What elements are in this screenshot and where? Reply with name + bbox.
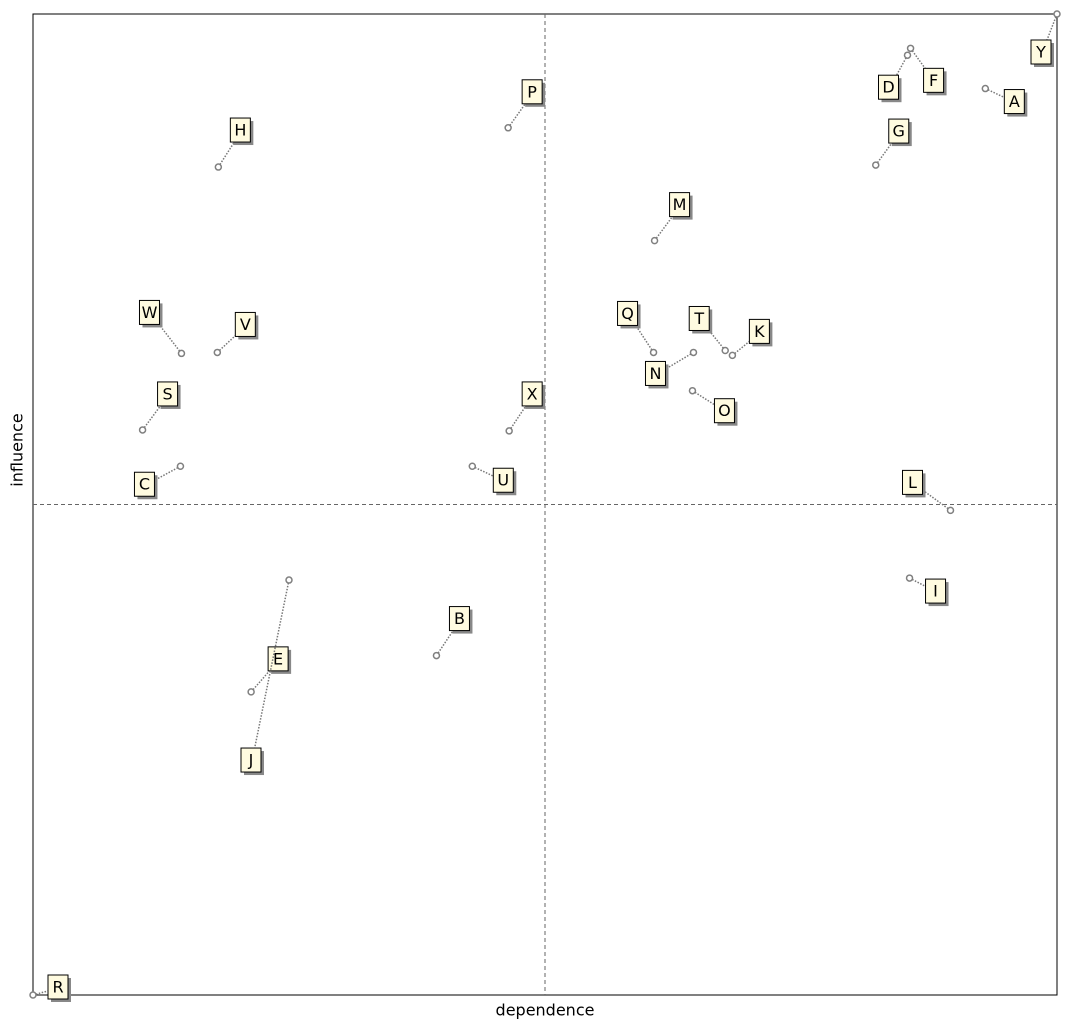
point: [176, 462, 185, 470]
point-label: T: [693, 309, 704, 328]
point: [721, 346, 729, 355]
point-label: C: [139, 475, 150, 494]
label-box: [688, 305, 710, 331]
connector: [692, 390, 726, 413]
point: [468, 462, 477, 470]
point: [728, 351, 737, 360]
point-label: W: [142, 303, 158, 322]
connector: [217, 130, 242, 168]
label-box: [644, 360, 666, 386]
label-box: [902, 469, 924, 495]
point: [285, 576, 293, 584]
point-label: L: [908, 473, 917, 492]
label-box: [229, 117, 251, 143]
label-box: [925, 578, 947, 604]
label-box: [133, 471, 155, 497]
point: [138, 426, 147, 434]
label-box: [492, 467, 514, 493]
point-label: N: [649, 364, 661, 383]
point: [946, 506, 955, 515]
point: [505, 427, 513, 435]
label-box: [888, 118, 910, 144]
point-label: G: [893, 122, 905, 141]
x-axis-label: dependence: [496, 1001, 595, 1020]
point-label: I: [933, 582, 938, 601]
point-label: V: [240, 315, 251, 334]
point-label: X: [527, 384, 538, 403]
point: [432, 651, 441, 660]
point-label: P: [527, 82, 537, 101]
point-label: U: [497, 471, 509, 490]
point: [504, 124, 512, 132]
point: [214, 163, 223, 171]
label-box: [1030, 39, 1052, 65]
point: [905, 574, 914, 582]
label-box: [923, 67, 945, 93]
point-label: Q: [621, 304, 634, 323]
point-label: D: [882, 78, 894, 97]
point-label: S: [162, 384, 172, 403]
point: [872, 161, 880, 169]
label-box: [521, 79, 543, 105]
label-box: [748, 318, 770, 344]
label-box: [877, 74, 899, 100]
point-label: A: [1009, 92, 1020, 111]
label-box: [713, 398, 735, 424]
connector: [507, 92, 534, 129]
label-box: [617, 300, 639, 326]
point-label: J: [248, 751, 254, 770]
point: [213, 348, 222, 357]
label-box: [240, 747, 262, 773]
point-label: E: [273, 649, 283, 668]
point: [688, 386, 697, 395]
y-axis-label: influence: [8, 413, 27, 486]
label-box: [521, 381, 543, 407]
point: [649, 348, 658, 357]
point-label: K: [754, 322, 765, 341]
point-label: O: [718, 401, 731, 420]
point-label: F: [929, 71, 938, 90]
point: [903, 51, 912, 59]
label-box: [157, 381, 179, 407]
point-label: B: [454, 609, 465, 628]
point: [981, 84, 990, 93]
point: [689, 348, 698, 357]
label-box: [267, 646, 289, 672]
label-box: [138, 299, 160, 325]
point-label: M: [673, 195, 687, 214]
point: [247, 688, 255, 696]
connector: [251, 579, 290, 762]
point-label: H: [234, 121, 246, 140]
connector: [656, 351, 694, 376]
label-box: [47, 974, 69, 1000]
label-box: [1003, 89, 1025, 115]
label-box: [669, 192, 691, 218]
point: [177, 349, 186, 358]
point: [650, 236, 659, 245]
point: [906, 44, 915, 53]
connector: [250, 659, 280, 693]
point: [29, 991, 37, 999]
point: [1053, 10, 1061, 18]
connector: [1041, 13, 1058, 54]
label-box: [234, 311, 256, 337]
point-label: R: [52, 978, 63, 997]
label-box: [448, 606, 470, 632]
point-label: Y: [1035, 43, 1046, 62]
